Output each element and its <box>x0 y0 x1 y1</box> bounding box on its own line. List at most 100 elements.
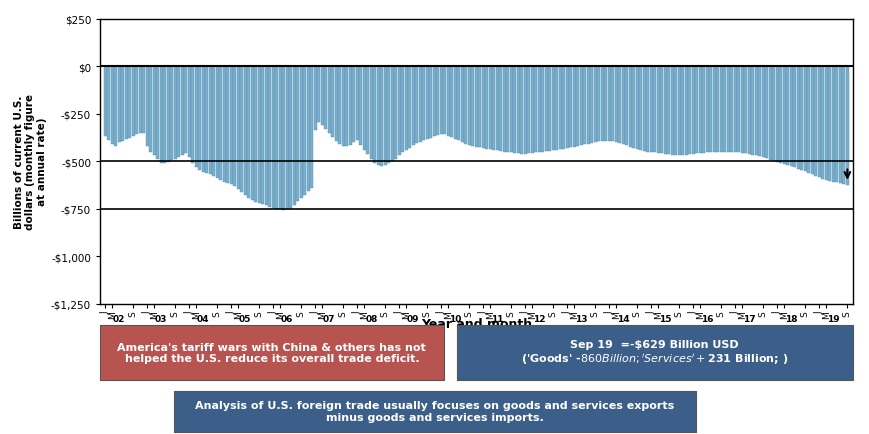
Bar <box>621 67 624 145</box>
Bar <box>722 67 726 152</box>
Bar <box>149 67 152 152</box>
Bar <box>509 67 513 153</box>
Bar <box>285 67 289 210</box>
Text: 13: 13 <box>574 314 587 323</box>
Text: 17: 17 <box>742 314 755 323</box>
Bar <box>352 67 355 143</box>
Bar <box>558 67 561 150</box>
Bar <box>233 67 236 186</box>
Bar <box>656 67 660 154</box>
Text: America's tariff wars with China & others has not
helped the U.S. reduce its ove: America's tariff wars with China & other… <box>117 342 426 363</box>
Bar <box>338 67 341 145</box>
Bar <box>691 67 694 155</box>
Bar <box>373 67 376 164</box>
Bar <box>146 67 149 147</box>
Bar <box>768 67 771 160</box>
Bar <box>170 67 173 161</box>
Bar <box>516 67 520 154</box>
Bar <box>698 67 701 154</box>
Bar <box>593 67 596 143</box>
Bar <box>614 67 617 143</box>
Bar <box>810 67 813 175</box>
Bar <box>520 67 523 155</box>
Bar <box>779 67 781 164</box>
Bar <box>813 67 817 177</box>
Bar <box>743 67 746 154</box>
Bar <box>342 67 344 147</box>
Bar <box>135 67 138 135</box>
Bar <box>586 67 589 144</box>
Bar <box>653 67 655 153</box>
Text: 10: 10 <box>448 314 461 323</box>
Text: 16: 16 <box>700 314 713 323</box>
Bar <box>184 67 187 154</box>
Bar <box>726 67 729 152</box>
Bar <box>390 67 394 162</box>
Bar <box>408 67 411 148</box>
Bar <box>432 67 435 137</box>
Bar <box>579 67 582 146</box>
Bar <box>103 67 107 137</box>
Bar <box>705 67 708 153</box>
Bar <box>642 67 645 151</box>
Bar <box>673 67 677 155</box>
Bar <box>799 67 802 171</box>
Bar <box>435 67 439 135</box>
Bar <box>758 67 760 157</box>
Bar <box>240 67 243 193</box>
Bar <box>219 67 222 181</box>
Bar <box>701 67 705 153</box>
Bar <box>167 67 169 163</box>
Bar <box>138 67 142 133</box>
Bar <box>236 67 240 189</box>
Bar <box>751 67 753 155</box>
Bar <box>523 67 527 155</box>
Bar <box>335 67 337 142</box>
Bar <box>296 67 299 201</box>
Bar <box>513 67 516 154</box>
Bar <box>278 67 282 210</box>
Bar <box>261 67 264 204</box>
Bar <box>481 67 484 148</box>
Bar <box>761 67 764 158</box>
Bar <box>478 67 481 148</box>
Bar <box>568 67 572 148</box>
Bar <box>447 67 449 137</box>
Bar <box>121 67 124 142</box>
Bar <box>772 67 774 161</box>
Text: 06: 06 <box>281 314 293 323</box>
Bar <box>226 67 229 184</box>
Bar <box>369 67 373 160</box>
Bar <box>195 67 197 168</box>
Bar <box>789 67 792 167</box>
Bar <box>321 67 323 126</box>
Bar <box>428 67 432 138</box>
Bar <box>694 67 698 154</box>
Bar <box>834 67 838 183</box>
Bar <box>747 67 750 155</box>
Bar <box>401 67 404 153</box>
Bar <box>177 67 180 158</box>
Bar <box>474 67 477 148</box>
Bar <box>541 67 544 152</box>
Bar <box>128 67 131 139</box>
Bar <box>254 67 257 202</box>
Bar <box>765 67 767 159</box>
Bar <box>383 67 387 165</box>
Bar <box>250 67 254 201</box>
Bar <box>464 67 467 144</box>
Text: 14: 14 <box>616 314 629 323</box>
Bar <box>600 67 603 141</box>
Bar <box>670 67 673 155</box>
Bar <box>754 67 757 156</box>
Bar <box>554 67 558 150</box>
Bar <box>271 67 275 208</box>
Bar <box>131 67 135 137</box>
Bar <box>488 67 491 150</box>
Text: 02: 02 <box>113 314 125 323</box>
Text: 03: 03 <box>155 314 168 323</box>
Bar <box>114 67 117 147</box>
Bar <box>282 67 285 211</box>
Bar <box>345 67 348 147</box>
Bar <box>188 67 190 158</box>
